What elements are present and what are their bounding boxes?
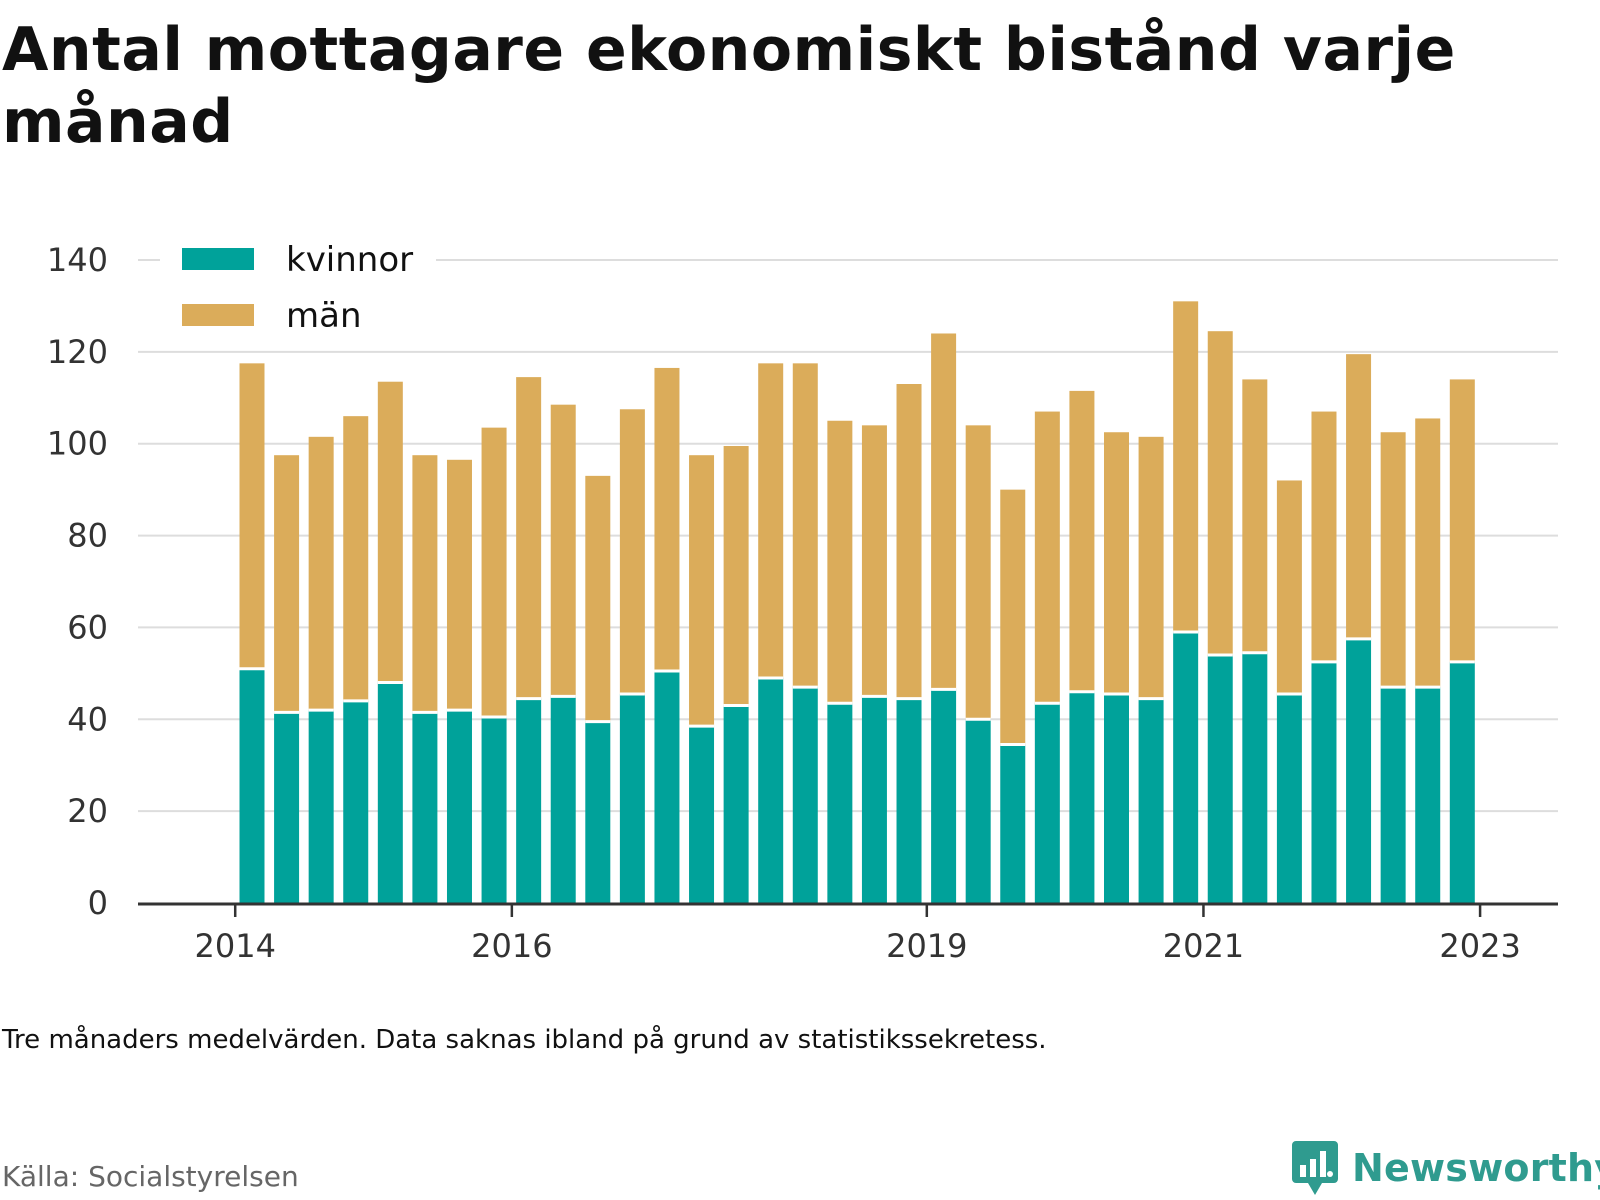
bar-kvinnor — [274, 712, 300, 903]
y-tick-label: 0 — [88, 884, 108, 922]
legend: kvinnor män — [160, 234, 436, 346]
bar-man — [619, 409, 645, 695]
bar-man — [689, 455, 715, 727]
newsworthy-logo-icon — [1292, 1141, 1338, 1195]
bar-man — [1346, 354, 1372, 639]
bar-kvinnor — [343, 700, 369, 903]
bar-man — [1000, 489, 1026, 745]
bar-kvinnor — [1346, 638, 1372, 903]
chart-note: Tre månaders medelvärden. Data saknas ib… — [2, 1025, 1047, 1055]
bar-man — [827, 420, 853, 704]
bar-kvinnor — [1242, 652, 1268, 903]
bar-kvinnor — [1311, 661, 1337, 903]
bar-man — [1207, 331, 1233, 655]
stacked-bar-chart: 0 20 40 60 80 100 120 140 2014 2016 2019 2021 2023 k… — [47, 234, 1558, 965]
x-tick-label: 2023 — [1439, 927, 1520, 965]
bar-man — [1415, 418, 1441, 688]
legend-label: kvinnor — [286, 240, 413, 280]
bar-kvinnor — [516, 698, 542, 903]
y-tick-label: 100 — [47, 425, 108, 463]
bar-kvinnor — [1034, 703, 1060, 903]
bar-man — [1449, 379, 1475, 662]
bar-man — [481, 427, 507, 717]
bar-kvinnor — [1000, 744, 1026, 903]
y-tick-label: 60 — [67, 608, 108, 646]
bar-kvinnor — [689, 726, 715, 903]
bar-man — [308, 436, 334, 711]
bar-kvinnor — [619, 694, 645, 903]
bar-man — [1380, 432, 1406, 688]
bar-kvinnor — [481, 716, 507, 903]
chart-title: Antal mottagare ekonomiskt bistånd varje… — [2, 15, 1456, 157]
bar-man — [1034, 411, 1060, 704]
bar-kvinnor — [1276, 694, 1302, 903]
bar-man — [1138, 436, 1164, 699]
bar-kvinnor — [1069, 691, 1095, 903]
bar-man — [1104, 432, 1129, 695]
bar-man — [446, 459, 472, 711]
bar-kvinnor — [412, 712, 438, 903]
bar-kvinnor — [896, 698, 922, 903]
bar-kvinnor — [827, 703, 853, 903]
y-tick-label: 140 — [47, 241, 108, 279]
x-tick-label: 2014 — [194, 927, 275, 965]
bar-kvinnor — [1104, 694, 1129, 903]
brand-logo: Newsworthy — [1290, 1138, 1600, 1198]
bar-man — [1069, 390, 1095, 692]
bar-kvinnor — [1380, 687, 1406, 903]
bar-kvinnor — [654, 671, 680, 903]
legend-label: män — [286, 296, 362, 336]
bar-man — [654, 367, 680, 672]
bar-kvinnor — [446, 710, 472, 903]
bar-man — [965, 425, 991, 720]
legend-swatch-man — [182, 304, 254, 326]
bar-kvinnor — [861, 696, 887, 903]
bar-man — [1242, 379, 1268, 653]
bar-kvinnor — [308, 710, 334, 903]
bar-man — [792, 363, 818, 688]
bar-man — [896, 384, 922, 699]
bar-man — [1173, 301, 1199, 633]
bar-man — [377, 381, 403, 683]
bar-man — [239, 363, 265, 669]
bar-kvinnor — [1173, 632, 1199, 903]
bar-man — [274, 455, 300, 713]
y-tick-label: 80 — [67, 517, 108, 555]
bar-man — [931, 333, 957, 690]
bar-man — [723, 446, 749, 706]
x-tick-label: 2019 — [886, 927, 967, 965]
bar-kvinnor — [1415, 687, 1441, 903]
bar-man — [343, 416, 369, 701]
bar-kvinnor — [377, 682, 403, 903]
y-tick-label: 40 — [67, 700, 108, 738]
bar-kvinnor — [1207, 654, 1233, 903]
bar-man — [412, 455, 438, 713]
x-tick-label: 2016 — [471, 927, 552, 965]
bar-kvinnor — [585, 721, 611, 903]
bar-man — [1311, 411, 1337, 662]
bar-man — [585, 475, 611, 722]
brand-name: Newsworthy — [1352, 1146, 1600, 1190]
bar-kvinnor — [239, 668, 265, 903]
y-tick-label: 20 — [67, 792, 108, 830]
bar-kvinnor — [1449, 661, 1475, 903]
legend-swatch-kvinnor — [182, 248, 254, 270]
x-tick-label: 2021 — [1163, 927, 1244, 965]
source-credit: Källa: Socialstyrelsen — [2, 1160, 299, 1193]
bar-kvinnor — [965, 719, 991, 903]
bar-kvinnor — [792, 687, 818, 903]
y-tick-label: 120 — [47, 333, 108, 371]
bar-kvinnor — [1138, 698, 1164, 903]
bar-kvinnor — [723, 705, 749, 903]
bar-kvinnor — [550, 696, 576, 903]
axes: 0 20 40 60 80 100 120 140 2014 2016 2019 2021 2023 — [47, 241, 1558, 965]
bar-man — [1276, 480, 1302, 695]
bar-man — [758, 363, 784, 678]
bars — [239, 301, 1475, 903]
bar-man — [861, 425, 887, 697]
bar-kvinnor — [931, 689, 957, 903]
bar-man — [516, 377, 542, 699]
bar-man — [550, 404, 576, 697]
bar-kvinnor — [758, 677, 784, 903]
